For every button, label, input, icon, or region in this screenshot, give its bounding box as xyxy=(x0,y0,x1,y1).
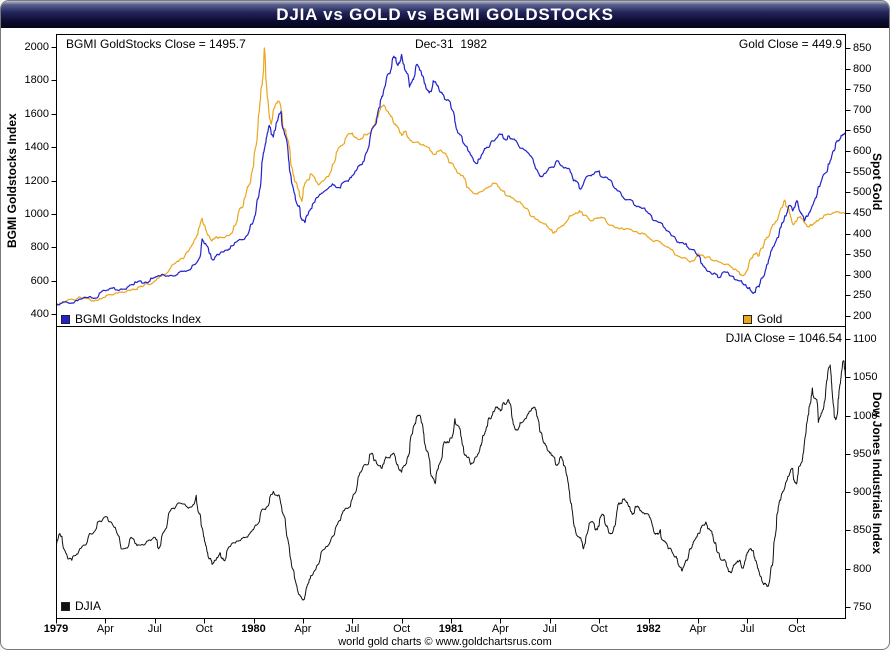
gold-axis-tick-750: 750 xyxy=(853,83,872,96)
gold-legend-label: Gold xyxy=(757,312,783,326)
gold-axis-tick-600: 600 xyxy=(853,145,872,158)
x-tick-Oct-1979.75: Oct xyxy=(195,623,213,635)
page-title: DJIA vs GOLD vs BGMI GOLDSTOCKS xyxy=(276,4,614,24)
djia-axis-tick-800: 800 xyxy=(853,562,872,575)
djia-axis-tick-1000: 1000 xyxy=(853,409,878,422)
x-tick-Apr-1979.25: Apr xyxy=(96,623,114,635)
djia-axis-tick-1100: 1100 xyxy=(853,333,877,345)
bgmi-goldstocks-index-line xyxy=(57,53,845,306)
bgmi-axis-tick-800: 800 xyxy=(30,241,49,254)
x-tick-Jul-1979.5: Jul xyxy=(147,623,162,635)
legend-bgmi: BGMI Goldstocks Index xyxy=(61,312,201,326)
x-tick-Apr-1980.25: Apr xyxy=(294,623,312,635)
gold-axis-tick-850: 850 xyxy=(853,42,872,54)
djia-legend-swatch xyxy=(61,601,70,611)
djia-axis-title: Dow Jones Industrials Index xyxy=(870,391,884,555)
legend-gold: Gold xyxy=(743,312,782,326)
djia-legend-label: DJIA xyxy=(75,599,102,613)
x-tick-1982-1982: 1982 xyxy=(636,623,661,635)
gold-close-annotation: Gold Close = 449.9 xyxy=(738,37,842,51)
gold-axis-tick-700: 700 xyxy=(853,103,872,116)
x-tick-Oct-1982.75: Oct xyxy=(788,623,806,635)
gold-line xyxy=(57,47,845,306)
djia-axis-tick-1050: 1050 xyxy=(853,371,878,384)
x-tick-Apr-1982.25: Apr xyxy=(689,623,707,635)
bgmi-axis-tick-1800: 1800 xyxy=(24,74,49,87)
gold-axis-tick-200: 200 xyxy=(853,310,872,322)
bgmi-axis-tick-1000: 1000 xyxy=(24,207,49,220)
gold-axis-title: Spot Gold xyxy=(870,153,884,211)
gold-axis-tick-500: 500 xyxy=(853,186,872,199)
title-bar: DJIA vs GOLD vs BGMI GOLDSTOCKS xyxy=(1,1,889,28)
x-tick-1980-1980: 1980 xyxy=(241,623,266,635)
gold-axis-tick-550: 550 xyxy=(853,165,872,178)
x-tick-Jul-1981.5: Jul xyxy=(542,623,557,635)
djia-axis-tick-750: 750 xyxy=(853,601,872,613)
bgmi-axis-tick-1400: 1400 xyxy=(24,141,49,154)
djia-axis-tick-900: 900 xyxy=(853,486,872,499)
top-panel-border xyxy=(56,34,846,327)
bottom-panel-border xyxy=(56,326,846,619)
gold-axis-tick-400: 400 xyxy=(853,227,872,240)
bgmi-axis-tick-2000: 2000 xyxy=(24,41,49,53)
bgmi-axis-tick-1200: 1200 xyxy=(24,174,49,187)
gold-axis-tick-450: 450 xyxy=(853,206,872,219)
date-annotation: Dec-31 1982 xyxy=(414,37,488,51)
x-tick-Oct-1981.75: Oct xyxy=(590,623,608,635)
legend-djia: DJIA xyxy=(61,599,101,613)
gold-axis-tick-300: 300 xyxy=(853,268,872,281)
gold-axis-tick-250: 250 xyxy=(853,289,872,302)
djia-close-annotation: DJIA Close = 1046.54 xyxy=(725,331,842,345)
x-tick-1981-1981: 1981 xyxy=(438,623,464,635)
bgmi-axis-tick-400: 400 xyxy=(30,308,49,320)
bgmi-axis-tick-600: 600 xyxy=(30,274,49,287)
gold-axis-tick-800: 800 xyxy=(853,62,872,75)
djia-axis-tick-950: 950 xyxy=(853,447,872,460)
bgmi-legend-swatch xyxy=(61,314,70,324)
footer-credit: world gold charts © www.goldchartsrus.co… xyxy=(338,636,552,648)
gold-axis-tick-650: 650 xyxy=(853,124,872,137)
x-tick-1979-1979: 1979 xyxy=(43,623,69,635)
bgmi-close-annotation: BGMI GoldStocks Close = 1495.7 xyxy=(66,37,246,51)
bgmi-axis-tick-1600: 1600 xyxy=(24,107,49,120)
x-tick-Jul-1980.5: Jul xyxy=(345,623,360,635)
x-tick-Jul-1982.5: Jul xyxy=(740,623,755,635)
x-tick-Oct-1980.75: Oct xyxy=(393,623,411,635)
djia-axis-tick-850: 850 xyxy=(853,524,872,537)
bgmi-legend-label: BGMI Goldstocks Index xyxy=(75,312,202,326)
djia-line xyxy=(57,360,845,601)
gold-legend-swatch xyxy=(743,314,752,324)
x-tick-Apr-1981.25: Apr xyxy=(491,623,509,635)
gold-axis-tick-350: 350 xyxy=(853,248,872,261)
